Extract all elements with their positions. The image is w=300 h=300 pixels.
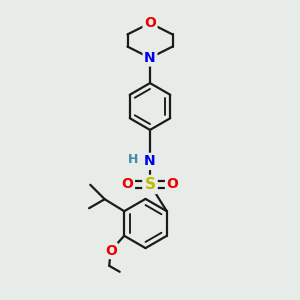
Text: S: S bbox=[145, 177, 155, 192]
Text: O: O bbox=[144, 16, 156, 30]
Text: O: O bbox=[167, 178, 178, 191]
Text: N: N bbox=[144, 51, 156, 65]
Text: O: O bbox=[105, 244, 117, 258]
Text: O: O bbox=[122, 178, 134, 191]
Text: N: N bbox=[144, 154, 156, 168]
Text: H: H bbox=[128, 153, 139, 167]
